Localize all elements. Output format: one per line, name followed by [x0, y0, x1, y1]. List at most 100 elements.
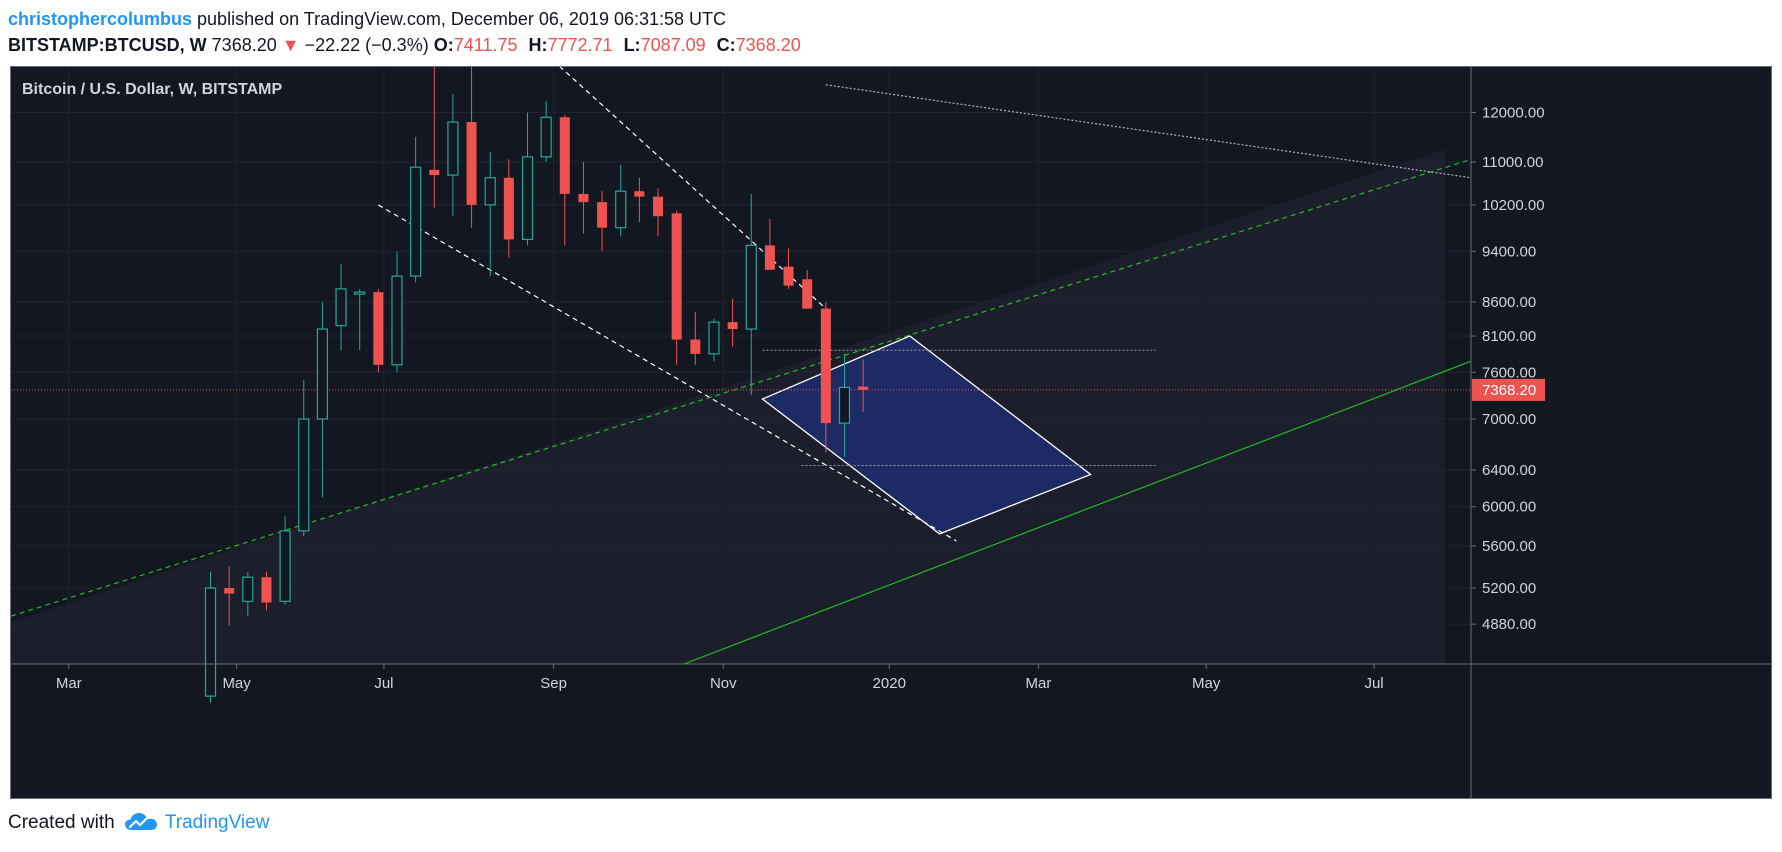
candle-body — [671, 213, 682, 340]
candle — [653, 188, 664, 237]
candle-body — [690, 339, 701, 354]
price-tick-label: 8100.00 — [1482, 328, 1536, 345]
chart-header: christophercolumbus published on Trading… — [8, 6, 1768, 58]
grid-layer — [11, 67, 1471, 664]
candle-body — [783, 266, 794, 286]
price-tick-label: 9400.00 — [1482, 243, 1536, 260]
open-value: 7411.75 — [453, 35, 518, 55]
chart-canvas[interactable]: 4880.00 5200.00 5600.00 6000.00 6400.00 7000.… — [11, 67, 1771, 798]
candle — [615, 164, 627, 237]
price-tick-label: 6400.00 — [1482, 462, 1536, 479]
time-tick-label: Nov — [710, 675, 737, 692]
candle — [354, 288, 366, 351]
candle — [261, 571, 272, 611]
candle — [597, 191, 608, 252]
candle-body — [373, 292, 384, 365]
candle — [820, 301, 831, 453]
trend-zone-shading — [11, 149, 1445, 664]
candle — [429, 67, 440, 208]
candle-body — [521, 156, 534, 241]
chart-panel[interactable]: 4880.00 5200.00 5600.00 6000.00 6400.00 7000.… — [10, 66, 1772, 799]
trend-line — [825, 84, 1472, 179]
candle — [316, 301, 328, 498]
candle — [858, 359, 869, 412]
tradingview-cloud-icon[interactable] — [124, 812, 158, 832]
candle-body — [634, 191, 645, 197]
price-tick-label: 12000.00 — [1482, 105, 1545, 122]
candle-body — [503, 177, 514, 240]
low-label: L: — [623, 35, 641, 55]
candle — [690, 311, 701, 365]
candle-body — [298, 418, 310, 532]
open-label: O: — [433, 35, 454, 55]
candle — [373, 288, 384, 373]
channel-line — [378, 204, 957, 542]
price-tick-label: 4880.00 — [1482, 616, 1536, 633]
candle-body — [745, 244, 757, 330]
channel-line — [559, 67, 827, 310]
high-value: 7772.71 — [547, 35, 613, 55]
candle — [802, 269, 813, 309]
down-arrow-icon: ▼ — [281, 35, 300, 55]
candle — [466, 67, 477, 228]
candle-body — [559, 117, 570, 194]
candle-body — [335, 288, 347, 327]
candle-body — [615, 190, 627, 229]
time-tick-label: Mar — [1025, 675, 1051, 692]
candle — [447, 93, 459, 217]
last-price-badge — [1472, 378, 1545, 401]
symbol-label: BITSTAMP:BTCUSD, W — [8, 35, 207, 55]
candle — [521, 112, 534, 246]
candle — [204, 571, 217, 703]
candle-body — [708, 321, 720, 355]
candle-body — [653, 196, 664, 217]
tradingview-brand-link[interactable]: TradingView — [164, 812, 270, 833]
low-value: 7087.09 — [640, 35, 706, 55]
candle — [838, 353, 851, 457]
candle — [671, 210, 682, 365]
trend-line — [11, 158, 1472, 617]
candle-body — [204, 587, 217, 697]
candle — [224, 566, 235, 626]
candle — [242, 571, 254, 617]
candle-body — [540, 116, 552, 158]
candle — [503, 159, 514, 258]
price-tick-label: 7000.00 — [1482, 411, 1536, 428]
candle — [708, 318, 720, 362]
high-label: H: — [528, 35, 548, 55]
candle-body — [224, 588, 235, 594]
candle-body — [484, 177, 496, 206]
candle-body — [578, 193, 589, 203]
candle — [727, 298, 738, 347]
time-tick-label: May — [222, 675, 251, 692]
price-tick-label: 5600.00 — [1482, 538, 1536, 555]
chart-title: Bitcoin / U.S. Dollar, W, BITSTAMP — [22, 81, 282, 98]
time-tick-label: May — [1192, 675, 1221, 692]
candle-body — [242, 576, 254, 602]
candle-body — [261, 577, 272, 603]
created-with-text: Created with — [8, 812, 115, 833]
candle-body — [764, 245, 775, 270]
candle — [764, 219, 775, 270]
time-tick-label: Jul — [1364, 675, 1383, 692]
time-tick-label: Mar — [56, 675, 82, 692]
price-tick-label: 6000.00 — [1482, 499, 1536, 516]
time-tick-label: 2020 — [873, 675, 906, 692]
last-price: 7368.20 — [211, 35, 277, 55]
trend-line — [683, 360, 1472, 665]
time-tick-label: Sep — [540, 675, 567, 692]
candle — [484, 151, 496, 277]
candle-body — [727, 322, 738, 330]
candle-body — [597, 202, 608, 228]
published-text: published on TradingView.com, December 0… — [192, 9, 727, 29]
candle-body — [279, 530, 291, 602]
quote-line: BITSTAMP:BTCUSD, W 7368.20 ▼ −22.22 (−0.… — [8, 32, 1768, 58]
candle-body — [316, 328, 328, 420]
axes-layer: 4880.00 5200.00 5600.00 6000.00 6400.00 7000.… — [11, 67, 1771, 798]
candle-body — [410, 166, 422, 277]
candle — [578, 161, 589, 234]
candle — [279, 516, 291, 605]
candle — [540, 100, 552, 162]
author-link[interactable]: christophercolumbus — [8, 9, 193, 29]
publication-line: christophercolumbus published on Trading… — [8, 6, 1768, 32]
